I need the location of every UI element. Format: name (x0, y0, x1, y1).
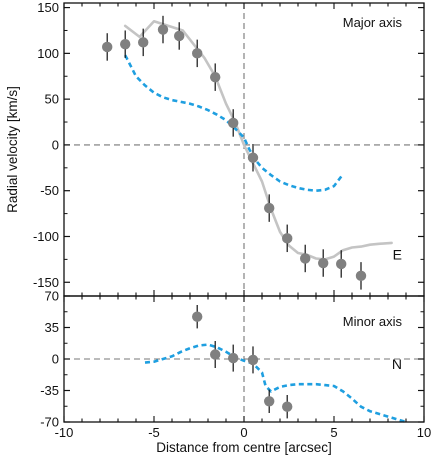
x-tick-label: 10 (417, 425, 431, 440)
minor-y-tick-label: 0 (52, 352, 59, 367)
major-data-point (157, 24, 169, 35)
minor-data-point (282, 401, 293, 412)
minor-axis-panel: -70 -35 0 35 70 -10 -5 0 5 10 Minor axis N (40, 289, 431, 441)
major-data-point (282, 233, 293, 244)
minor-data-point (264, 396, 275, 407)
minor-y-tick-label: 35 (45, 320, 59, 335)
minor-axis-corner-label-n: N (392, 356, 402, 372)
major-dashed-curve (124, 54, 345, 192)
major-data-point (264, 202, 275, 214)
minor-data-point (228, 352, 239, 364)
major-y-tick-label: 50 (45, 92, 59, 107)
major-model-curve (123, 19, 393, 261)
y-axis-title: Radial velocity [km/s] (5, 86, 20, 213)
major-data-point (228, 117, 239, 129)
major-data-point (102, 41, 113, 53)
major-data-point (300, 253, 311, 264)
major-data-point (174, 30, 185, 42)
minor-axis-label: Minor axis (343, 314, 403, 329)
major-data-point (120, 39, 131, 50)
x-tick-label: -10 (55, 425, 74, 440)
x-axis-title: Distance from centre [arcsec] (156, 440, 332, 455)
major-y-tick-label: 0 (52, 137, 59, 152)
major-data-point (355, 270, 367, 282)
minor-data-point (247, 354, 259, 366)
major-y-tick-label: 150 (37, 0, 59, 15)
x-tick-label: 0 (240, 425, 247, 440)
x-tick-label: 5 (330, 425, 337, 440)
major-axis-corner-label-e: E (393, 246, 402, 262)
major-data-point (318, 257, 329, 269)
major-data-point (192, 48, 203, 59)
major-y-tick-label: 100 (37, 46, 59, 61)
major-y-tick-label: -100 (33, 229, 59, 244)
minor-y-tick-label: -70 (40, 415, 59, 430)
minor-data-point (192, 311, 203, 322)
x-tick-label: -5 (148, 425, 160, 440)
major-data-point (247, 152, 259, 163)
major-axis-label: Major axis (343, 15, 403, 30)
major-y-tick-label: -150 (33, 275, 59, 290)
minor-y-tick-label: -35 (40, 383, 59, 398)
minor-data-point (210, 349, 221, 360)
major-y-tick-label: -50 (40, 183, 59, 198)
minor-y-tick-label: 70 (45, 289, 59, 304)
major-axis-panel: -150 -100 -50 0 50 100 150 Major axis E (33, 0, 425, 297)
major-data-point (336, 258, 347, 270)
minor-axis-frame (63, 295, 425, 423)
minor-dashed-curve (144, 343, 407, 424)
major-data-point (138, 37, 149, 48)
major-data-point (210, 71, 221, 83)
